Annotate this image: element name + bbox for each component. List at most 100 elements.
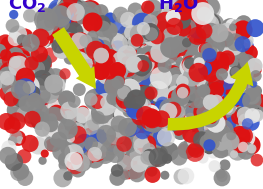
Point xyxy=(209,100,213,103)
Point xyxy=(222,40,227,43)
Point xyxy=(147,147,151,150)
Point xyxy=(112,104,117,107)
Point xyxy=(107,137,111,140)
Point xyxy=(163,76,167,79)
Point xyxy=(44,28,48,31)
Point xyxy=(249,121,253,124)
Point xyxy=(213,126,217,129)
Point xyxy=(176,4,180,7)
Point xyxy=(174,93,178,96)
Point xyxy=(199,4,203,7)
Point xyxy=(161,37,165,40)
Point xyxy=(112,47,116,50)
Point xyxy=(205,59,209,62)
Point xyxy=(25,81,29,84)
Point xyxy=(126,75,130,78)
Point xyxy=(130,115,134,118)
Point xyxy=(171,104,175,107)
Point xyxy=(151,156,155,159)
Point xyxy=(100,56,104,59)
Point xyxy=(138,20,142,23)
Point xyxy=(130,93,134,96)
Point xyxy=(10,124,14,127)
Point xyxy=(21,77,26,80)
Point xyxy=(141,145,145,148)
Point xyxy=(23,76,27,79)
Point xyxy=(168,76,172,79)
Point xyxy=(23,61,27,64)
Point xyxy=(71,129,75,132)
Point xyxy=(176,101,180,104)
Point xyxy=(113,47,117,50)
Point xyxy=(214,88,218,91)
Point xyxy=(115,177,119,180)
Point xyxy=(241,66,245,69)
Point xyxy=(245,60,249,64)
Point xyxy=(54,139,58,142)
Point xyxy=(210,60,214,63)
Point xyxy=(145,142,149,145)
Point xyxy=(94,121,99,124)
Point xyxy=(40,142,44,145)
Point xyxy=(63,3,67,6)
Point xyxy=(11,43,15,46)
Point xyxy=(116,66,120,69)
Point xyxy=(143,62,147,65)
Point xyxy=(51,126,55,129)
Point xyxy=(56,116,60,119)
Point xyxy=(210,121,214,124)
Point xyxy=(75,143,80,146)
Point xyxy=(96,54,100,57)
Point xyxy=(74,143,78,146)
Point xyxy=(177,13,181,16)
Point xyxy=(180,9,185,12)
Point xyxy=(211,24,215,27)
Point xyxy=(66,117,70,120)
Point xyxy=(82,62,86,65)
Point xyxy=(194,96,198,99)
Point xyxy=(140,21,144,24)
Point xyxy=(129,100,133,103)
Point xyxy=(157,41,161,44)
Point xyxy=(199,29,204,32)
Point xyxy=(232,117,237,120)
Point xyxy=(207,61,211,64)
Point xyxy=(59,49,63,52)
Point xyxy=(97,38,102,41)
Point xyxy=(127,109,131,112)
Point xyxy=(98,139,102,142)
Point xyxy=(65,110,69,113)
Point xyxy=(48,54,52,57)
Point xyxy=(26,109,30,112)
Point xyxy=(153,34,158,37)
Point xyxy=(203,111,207,114)
Point xyxy=(56,13,60,16)
Point xyxy=(52,113,56,116)
Point xyxy=(201,119,205,122)
Point xyxy=(69,147,73,150)
Point xyxy=(103,153,107,156)
Point xyxy=(230,51,234,54)
Point xyxy=(204,101,208,105)
Point xyxy=(78,34,82,37)
Point xyxy=(187,80,191,83)
Point xyxy=(135,89,139,92)
Point xyxy=(105,133,109,136)
Point xyxy=(166,66,170,69)
Point xyxy=(209,118,214,121)
Point xyxy=(71,8,75,11)
Point xyxy=(136,77,140,80)
Point xyxy=(83,15,87,18)
Point xyxy=(53,84,57,87)
Point xyxy=(88,110,93,113)
Point xyxy=(123,121,127,124)
Point xyxy=(176,74,180,77)
Point xyxy=(115,169,119,172)
Point xyxy=(63,127,67,130)
Point xyxy=(223,163,227,167)
Point xyxy=(89,25,93,28)
Point xyxy=(146,74,150,77)
Point xyxy=(163,80,167,83)
Point xyxy=(108,29,112,32)
Point xyxy=(89,32,94,35)
